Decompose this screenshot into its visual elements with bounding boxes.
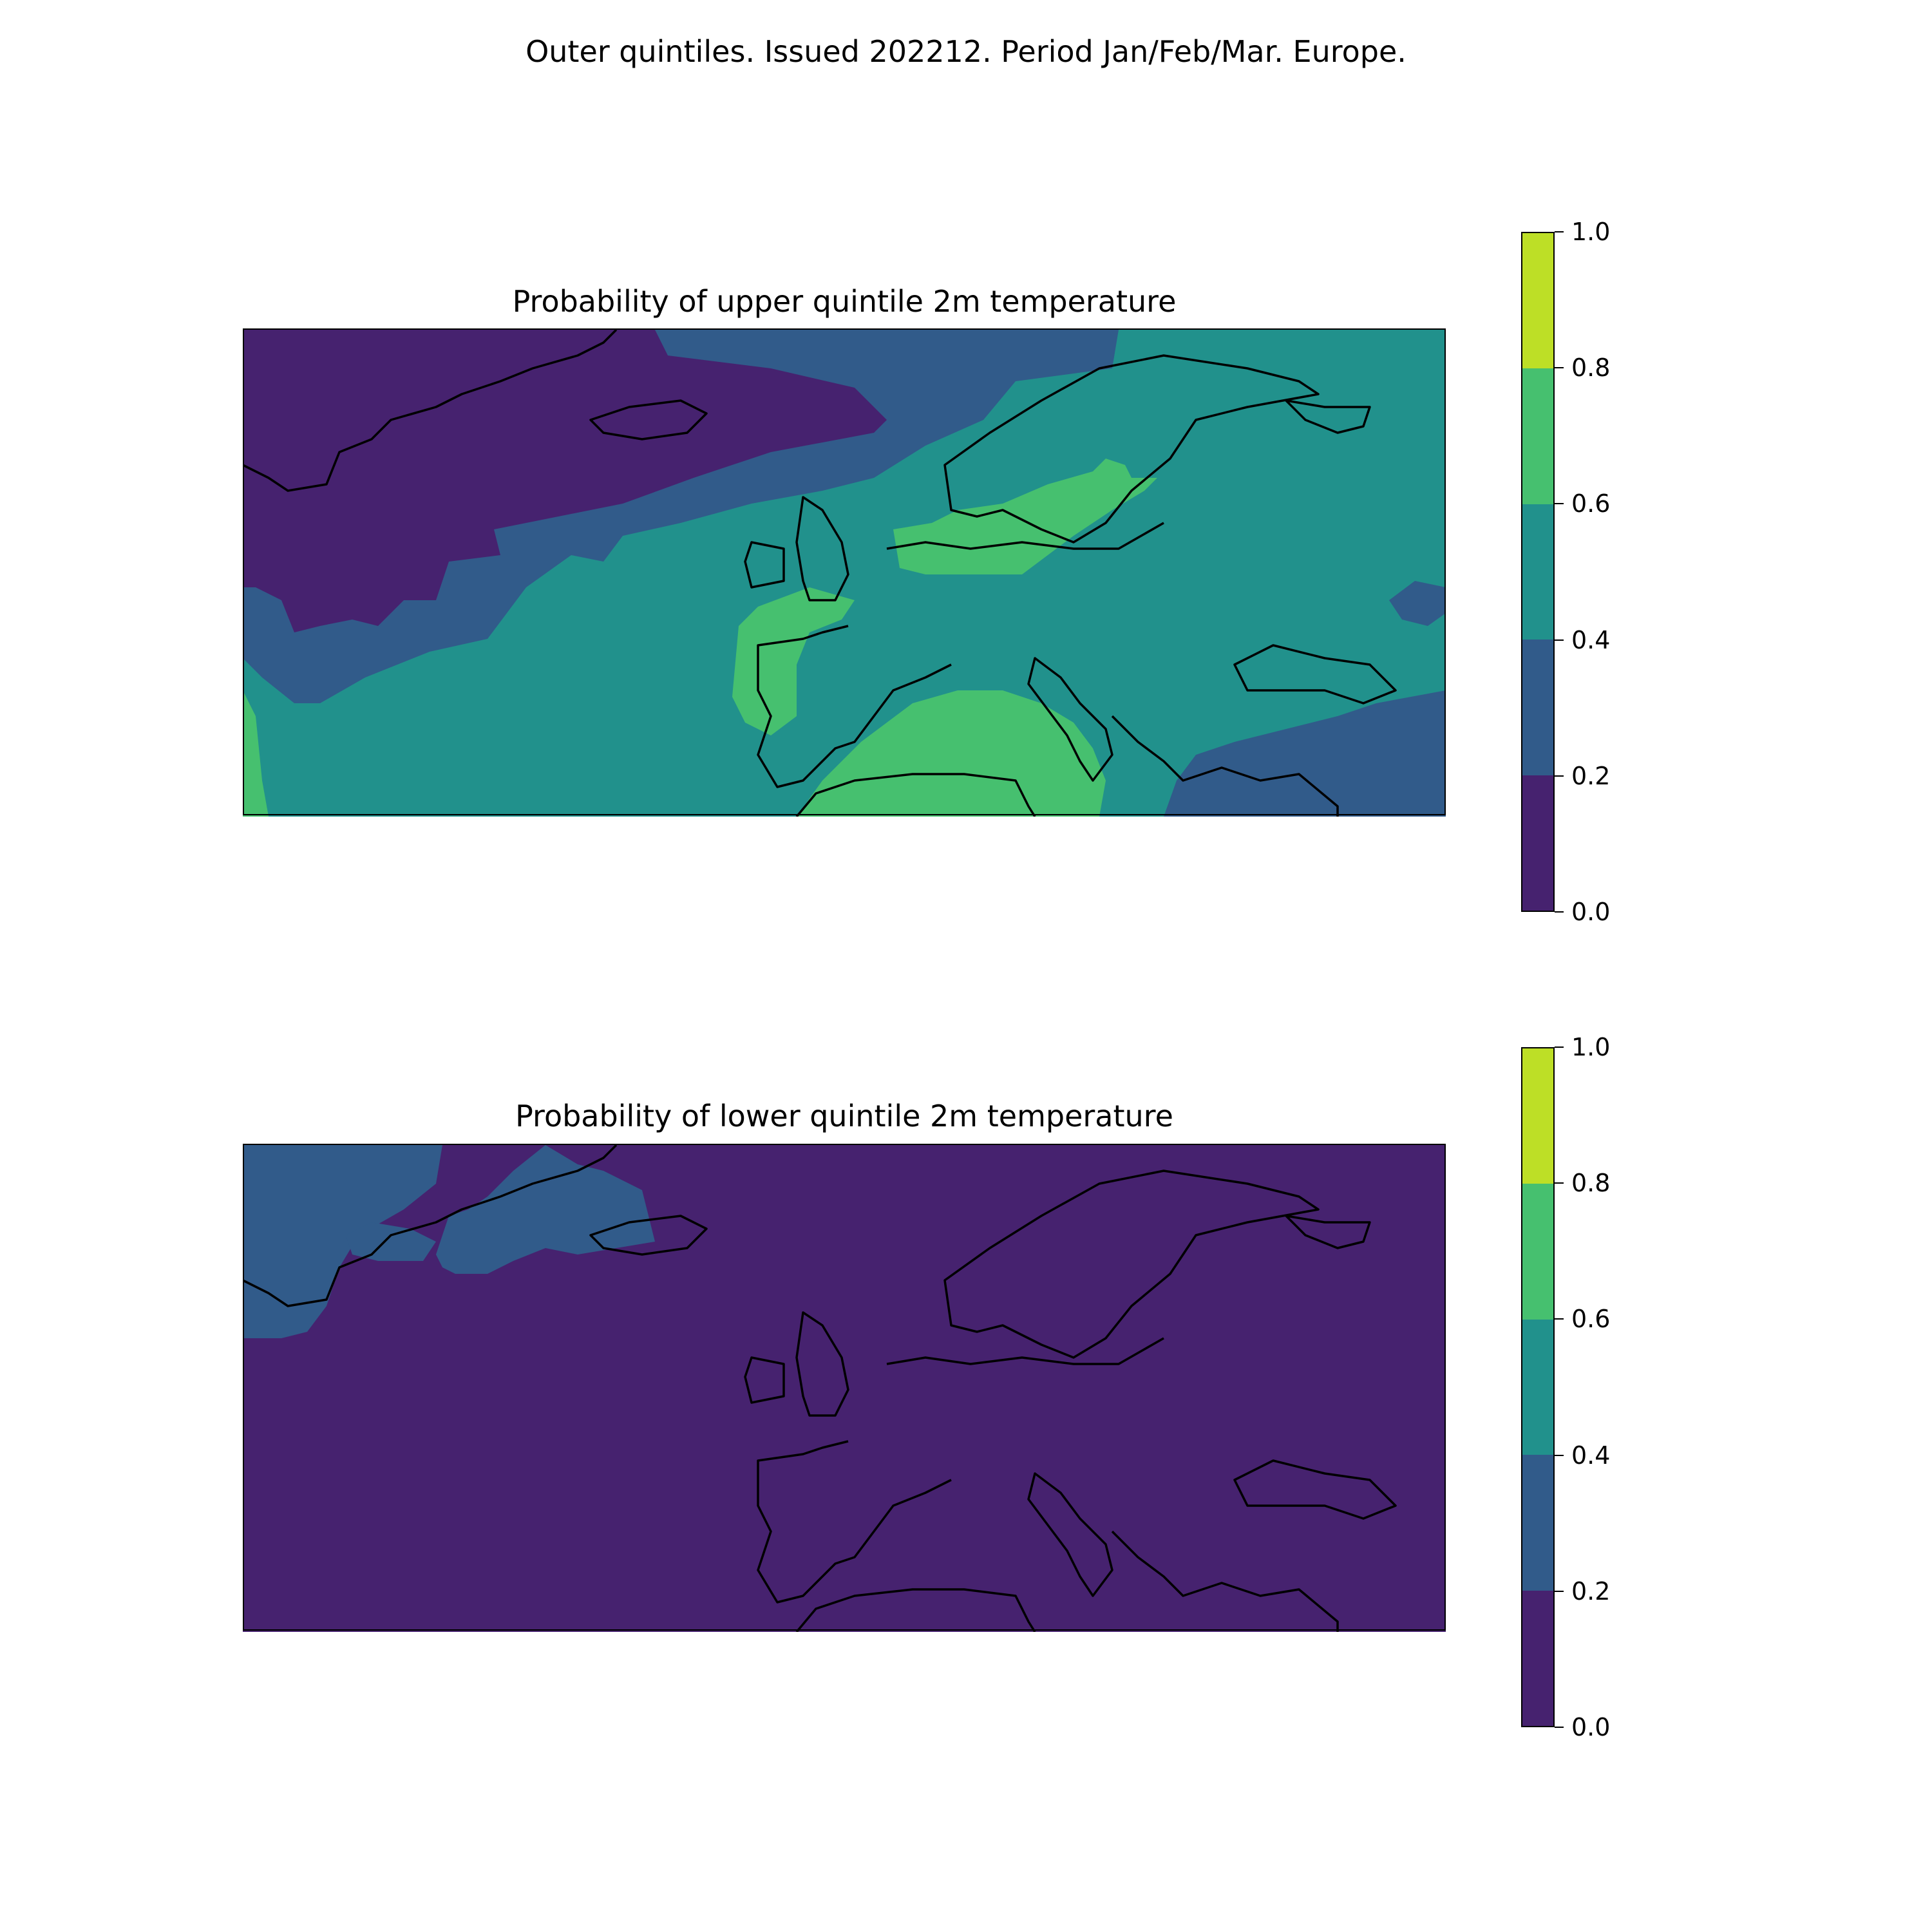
field-region-greenland-0.0-0.2 [243, 330, 887, 632]
coastline-continent [886, 1337, 1164, 1365]
field-region-east-0.2-0.4 [1164, 690, 1446, 817]
colorbar-tick-mark [1555, 911, 1564, 913]
coastline-scandinavia [943, 1170, 1320, 1359]
field-region-greenland-0.2-0.4 [243, 1145, 442, 1338]
colorbar-tick-label: 0.8 [1571, 1169, 1611, 1198]
lower-quintile-map [243, 1145, 1446, 1632]
colorbar-tick-label: 0.2 [1571, 1577, 1611, 1605]
colorbar-tick-label: 0.6 [1571, 489, 1611, 518]
colorbar-tick-label: 0.6 [1571, 1305, 1611, 1334]
colorbar-tick-mark [1555, 367, 1564, 369]
coastline-britain [795, 1311, 849, 1417]
coastline-scandinavia [943, 354, 1320, 544]
field-base-level-0.0-0.2 [243, 1145, 1446, 1632]
coastline-italy [1027, 1472, 1113, 1597]
upper-quintile-colorbar-ticks: 0.0 0.2 0.4 0.6 0.8 1.0 [1555, 218, 1658, 926]
upper-quintile-colorbar [1521, 232, 1555, 912]
coastlines [243, 330, 1397, 817]
colorbar-tick-label: 0.0 [1571, 898, 1611, 926]
figure-suptitle: Outer quintiles. Issued 202212. Period J… [526, 34, 1406, 69]
colorbar-tick-mark [1555, 1046, 1564, 1048]
colorbar-tick-mark [1555, 1727, 1564, 1728]
colorbar-band [1522, 639, 1553, 775]
colorbar-tick-label: 0.4 [1571, 1441, 1611, 1470]
colorbar-tick-label: 0.0 [1571, 1713, 1611, 1741]
coastline-greenland [243, 1145, 618, 1307]
field-region-russia-0.2-0.4 [1389, 581, 1446, 626]
coastline-greece-turkey [1111, 1530, 1339, 1632]
upper-quintile-panel-title: Probability of upper quintile 2m tempera… [512, 284, 1177, 319]
coastline-iceland [589, 399, 708, 440]
coastline-greenland [243, 330, 618, 492]
field-region-baltic-0.6-0.8 [893, 459, 1157, 574]
colorbar-tick-label: 0.8 [1571, 354, 1611, 383]
coastlines [243, 1145, 1397, 1632]
coastline-iberia [757, 625, 952, 788]
field-region-patch-0.2-0.4 [346, 1222, 436, 1261]
coastline-kola [1285, 399, 1371, 434]
coastline-iberia [757, 1440, 952, 1604]
coastline-north-africa [795, 773, 1036, 817]
colorbar-tick-label: 1.0 [1571, 1033, 1611, 1061]
colorbar-tick-mark [1555, 231, 1564, 232]
lower-quintile-panel-title: Probability of lower quintile 2m tempera… [515, 1099, 1173, 1133]
colorbar-tick-mark [1555, 1318, 1564, 1320]
colorbar-tick-label: 0.2 [1571, 761, 1611, 790]
colorbar-tick-label: 1.0 [1571, 218, 1611, 246]
coastline-kola [1285, 1215, 1371, 1249]
field-region-mediterranean-0.6-0.8 [797, 690, 1106, 817]
colorbar-tick-mark [1555, 1454, 1564, 1456]
colorbar-band [1522, 1319, 1553, 1455]
upper-quintile-field [243, 330, 1446, 817]
colorbar-band [1522, 775, 1553, 911]
colorbar-band [1522, 232, 1553, 369]
colorbar-band [1522, 1590, 1553, 1726]
colorbar-tick-mark [1555, 503, 1564, 505]
lower-quintile-field [243, 1145, 1446, 1632]
lower-quintile-colorbar [1521, 1047, 1555, 1727]
coastline-greece-turkey [1111, 715, 1339, 817]
coastline-continent [886, 522, 1164, 550]
colorbar-band [1522, 504, 1553, 640]
field-region-sw-corner-0.6-0.8 [243, 690, 269, 817]
colorbar-tick-mark [1555, 1182, 1564, 1184]
colorbar-band [1522, 368, 1553, 504]
coastline-ireland [744, 541, 785, 589]
colorbar-tick-mark [1555, 1590, 1564, 1592]
colorbar-tick-mark [1555, 639, 1564, 641]
coastline-black-sea [1233, 644, 1397, 705]
coastline-britain [795, 496, 849, 601]
colorbar-tick-mark [1555, 775, 1564, 777]
coastline-north-africa [795, 1588, 1036, 1632]
coastline-black-sea [1233, 1459, 1397, 1520]
colorbar-band [1522, 1455, 1553, 1591]
coastline-italy [1027, 657, 1113, 782]
coastline-iceland [589, 1215, 708, 1256]
field-region-iceland-0.2-0.4 [436, 1145, 655, 1274]
colorbar-tick-label: 0.4 [1571, 625, 1611, 654]
lower-quintile-colorbar-ticks: 0.0 0.2 0.4 0.6 0.8 1.0 [1555, 1033, 1658, 1741]
coastline-ireland [744, 1356, 785, 1404]
colorbar-band [1522, 1048, 1553, 1184]
colorbar-band [1522, 1184, 1553, 1320]
upper-quintile-map [243, 330, 1446, 817]
